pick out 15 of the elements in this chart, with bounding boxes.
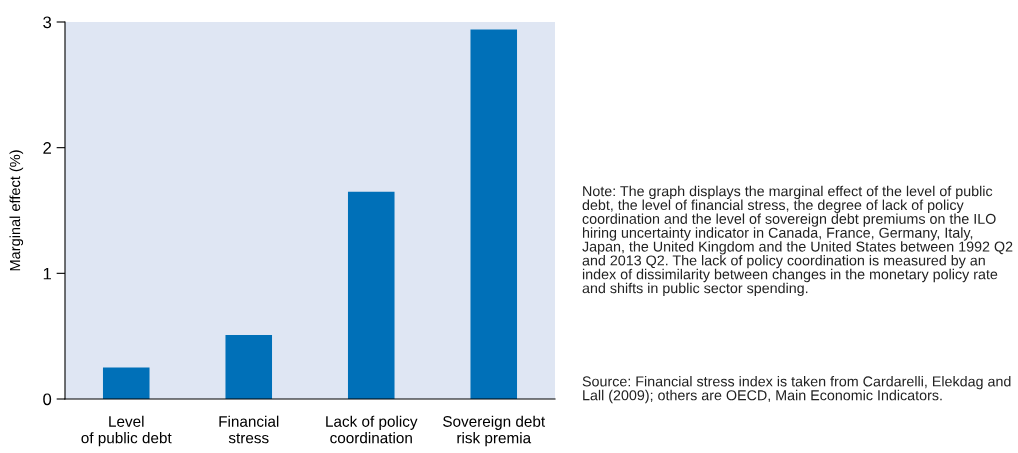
- source-note: Source: Financial stress index is taken from Cardarelli, Elekdag and Lall (2009); others are OECD, Main Economic Indicators.: [582, 375, 1011, 404]
- bar: [102, 367, 150, 399]
- y-tick-label: 1: [43, 267, 51, 280]
- bar: [470, 29, 518, 399]
- x-tick-label: Financial stress: [219, 415, 279, 444]
- y-tick-label: 0: [43, 393, 52, 406]
- bar: [225, 334, 273, 399]
- text: Note: The graph displays the marginal effect of the level of public debt, the level of financial stress, the degree of lack of policy coordination and the level of sovereign debt premiums on the ILO hiring uncertainty indicator in Canada, France, Germany, Italy, Japan, the United Kingdom and the United States between 1992 Q2 and 2013 Q2. The lack of policy coordination is measured by an index of dissimilarity between changes in the monetary policy rate and shifts in public sector spending.: [582, 185, 1013, 297]
- x-tick-label: Sovereign debt risk premia: [443, 415, 546, 447]
- x-tick-label: Lack of policy coordination: [326, 415, 418, 444]
- bar: [347, 191, 395, 399]
- y-tick-label: 3: [43, 16, 52, 29]
- y-tick-label: 2: [43, 142, 51, 154]
- x-tick-label: Level of public debt: [81, 415, 172, 447]
- y-axis-title: Marginal effect (%): [9, 150, 24, 271]
